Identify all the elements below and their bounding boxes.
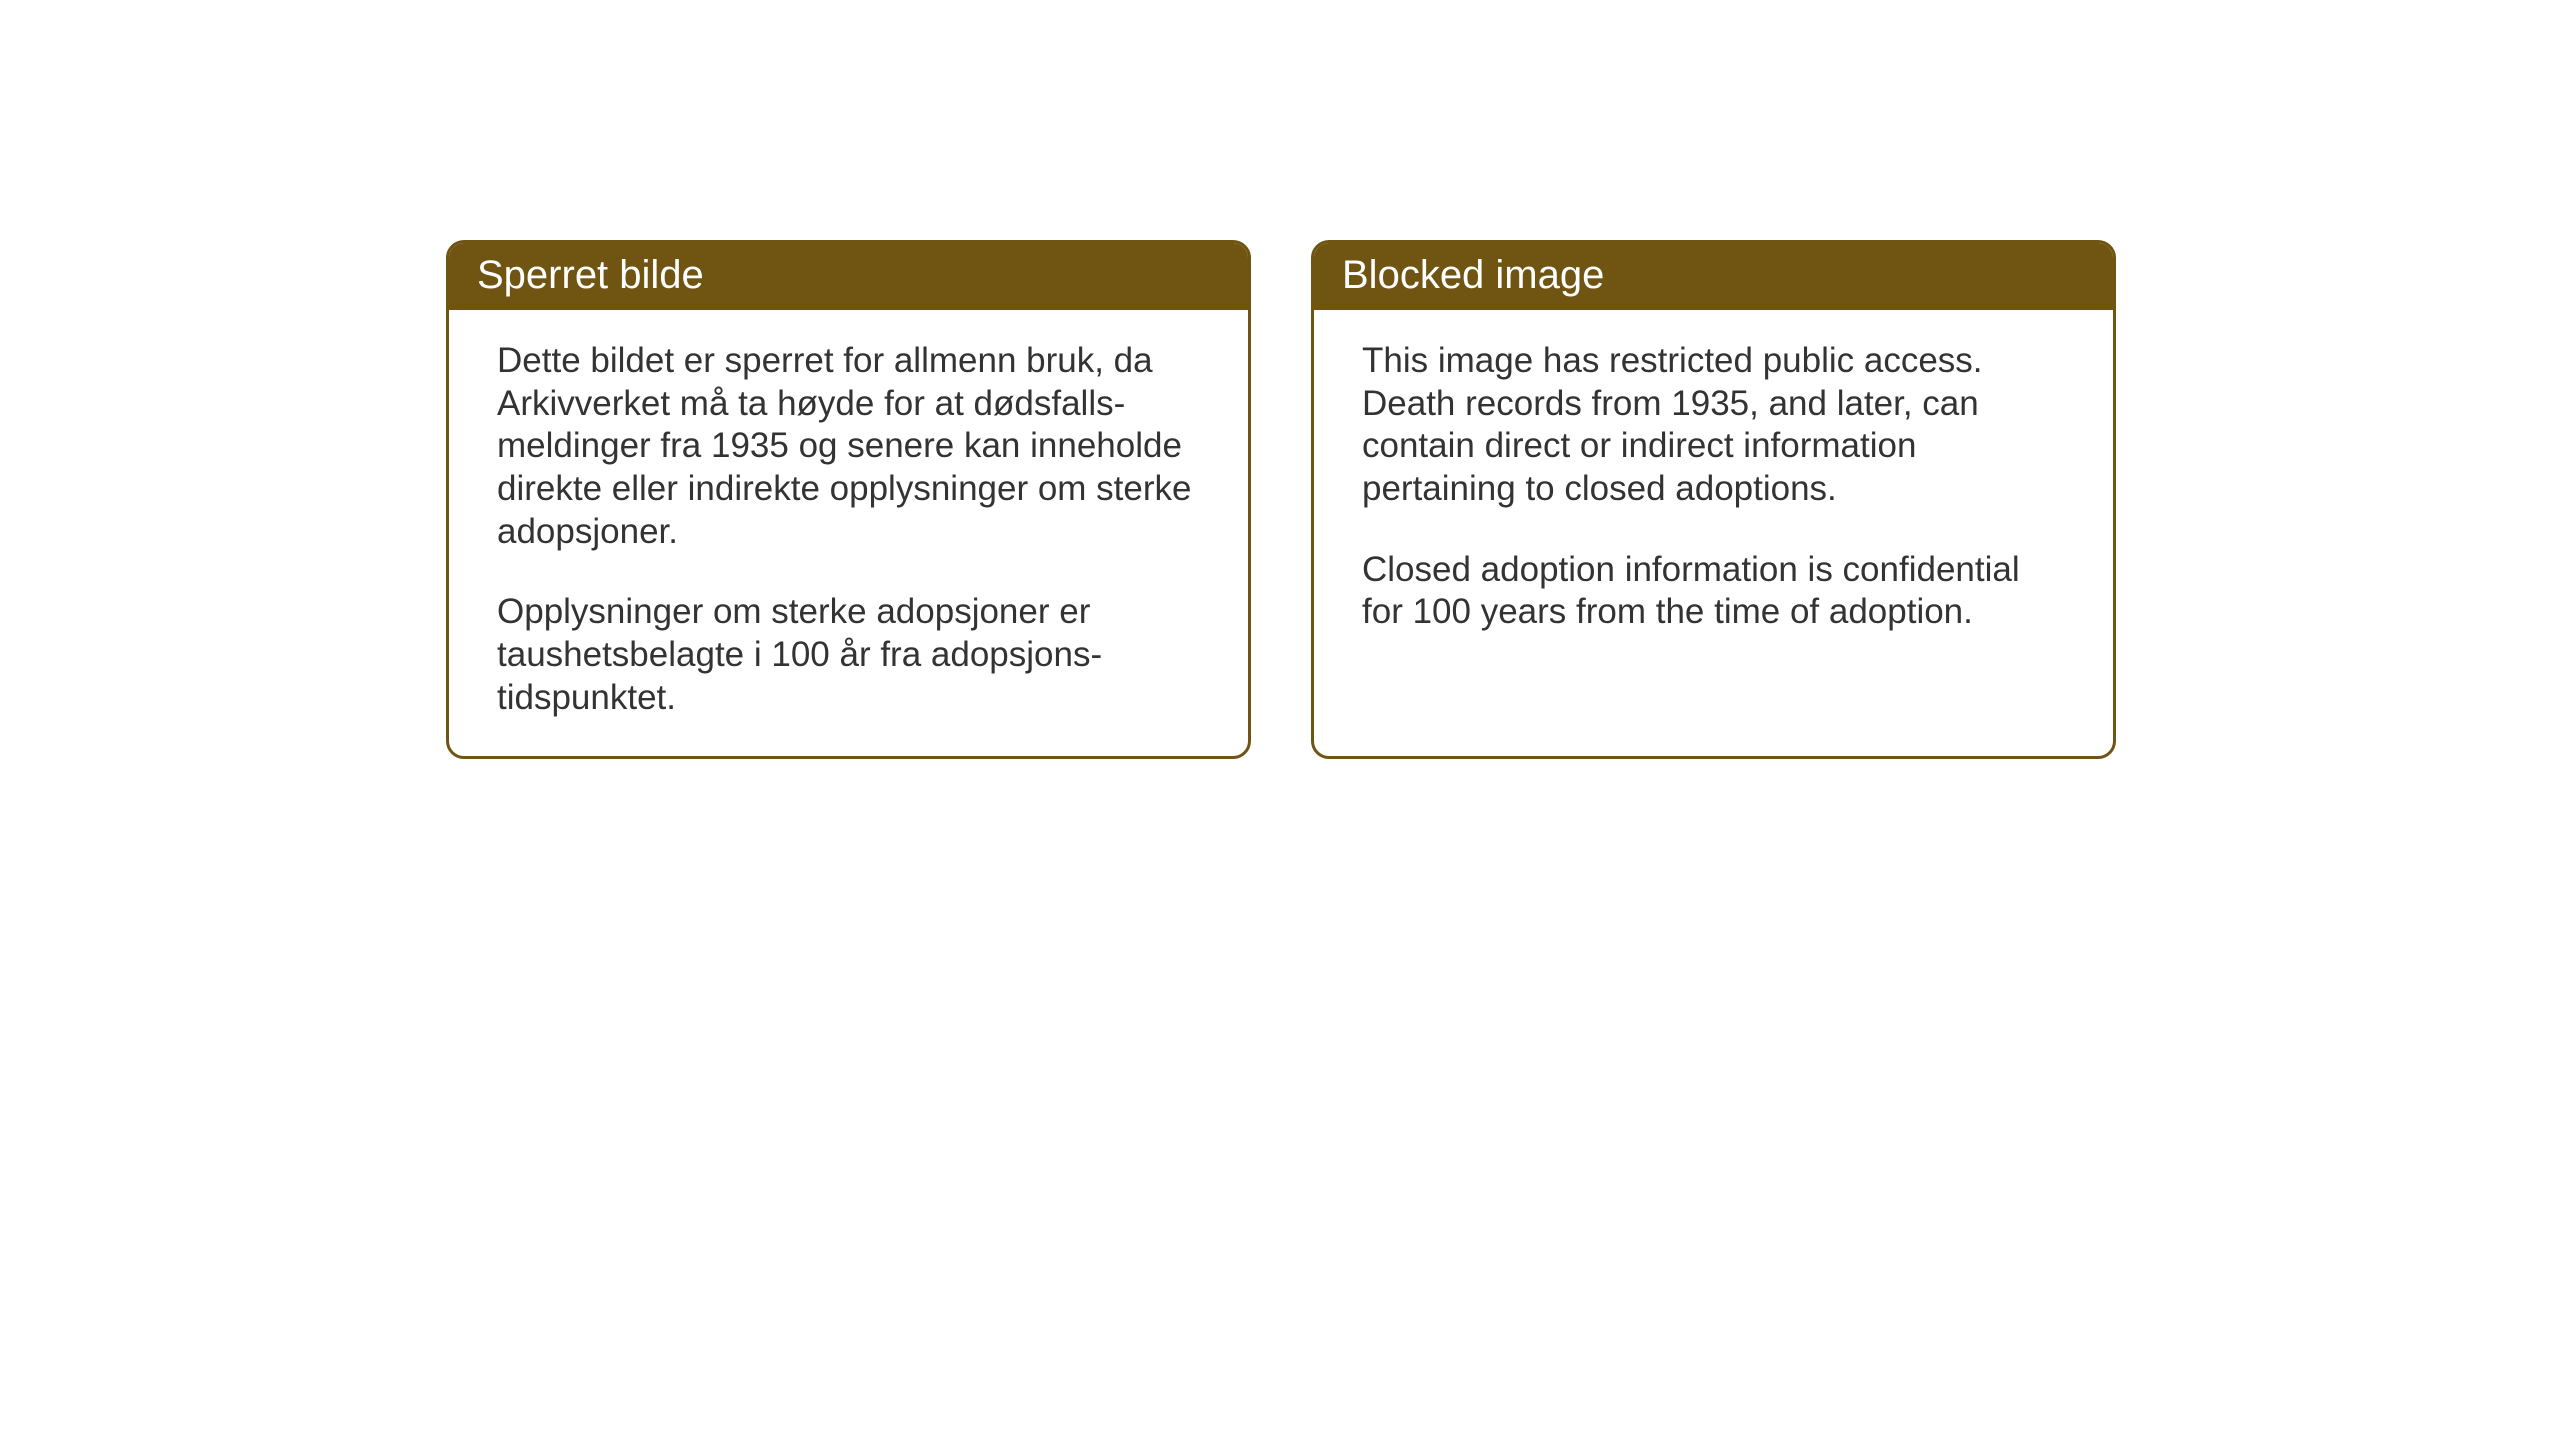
english-header-text: Blocked image xyxy=(1342,253,1604,297)
norwegian-paragraph-1: Dette bildet er sperret for allmenn bruk… xyxy=(497,340,1200,553)
english-card-header: Blocked image xyxy=(1314,243,2113,310)
english-card-body: This image has restricted public access.… xyxy=(1314,310,2113,670)
english-paragraph-1: This image has restricted public access.… xyxy=(1362,340,2065,511)
norwegian-notice-card: Sperret bilde Dette bildet er sperret fo… xyxy=(446,240,1251,759)
norwegian-header-text: Sperret bilde xyxy=(477,253,704,297)
norwegian-paragraph-2: Opplysninger om sterke adopsjoner er tau… xyxy=(497,591,1200,719)
english-notice-card: Blocked image This image has restricted … xyxy=(1311,240,2116,759)
norwegian-card-body: Dette bildet er sperret for allmenn bruk… xyxy=(449,310,1248,756)
norwegian-card-header: Sperret bilde xyxy=(449,243,1248,310)
english-paragraph-2: Closed adoption information is confident… xyxy=(1362,549,2065,634)
notice-container: Sperret bilde Dette bildet er sperret fo… xyxy=(446,240,2116,759)
